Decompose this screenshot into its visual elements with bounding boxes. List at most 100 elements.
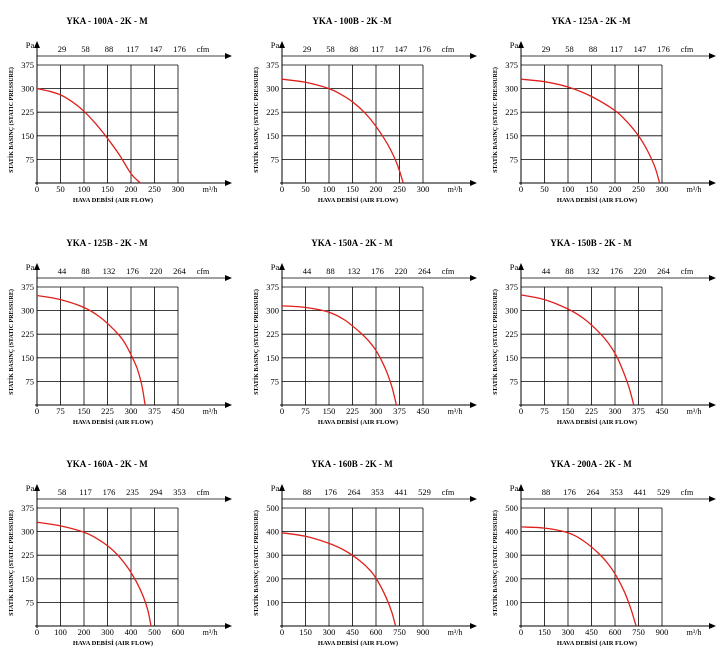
curve-point: [385, 368, 386, 369]
y-tick-label: 150: [266, 353, 279, 363]
x-tick-label: 250: [148, 184, 161, 194]
y-tick-label: 375: [266, 282, 279, 292]
y-tick-label: 225: [21, 329, 34, 339]
y-tick-label: 375: [505, 60, 518, 70]
curve-point: [107, 138, 108, 139]
y-unit-label: Pa: [271, 262, 280, 272]
x-tick-label: 450: [656, 406, 669, 416]
cfm-tick-label: 117: [610, 44, 622, 54]
performance-curve: [281, 532, 397, 627]
cfm-tick-label: 176: [418, 44, 431, 54]
x-tick-label: 225: [101, 406, 114, 416]
curve-point: [583, 540, 584, 541]
cfm-tick-label: 29: [303, 44, 312, 54]
cfm-tick-label: 235: [126, 487, 139, 497]
y-tick-label: 225: [21, 550, 34, 560]
x-tick-label: 0: [35, 406, 39, 416]
x-tick-label: 50: [56, 184, 65, 194]
x-tick-label: 400: [125, 627, 138, 637]
cfm-unit-label: cfm: [197, 267, 210, 276]
y-tick-label: 150: [21, 131, 34, 141]
cfm-tick-label: 220: [634, 266, 647, 276]
y-tick-label: 75: [271, 376, 280, 386]
cfm-tick-label: 264: [173, 266, 187, 276]
curve-point: [629, 387, 630, 388]
x-axis-arrow: [470, 180, 477, 186]
y-tick-label: 75: [26, 376, 35, 386]
cfm-tick-label: 441: [395, 487, 408, 497]
x-tick-label: 150: [585, 184, 598, 194]
curve-point: [387, 144, 388, 145]
x-tick-label: 450: [172, 406, 185, 416]
x-tick-label: 150: [299, 627, 312, 637]
x-tick-label: 375: [632, 406, 645, 416]
curve-point: [626, 121, 627, 122]
cfm-tick-label: 353: [173, 487, 186, 497]
cfm-tick-label: 58: [326, 44, 335, 54]
cfm-tick-label: 132: [103, 266, 116, 276]
y-tick-label: 225: [266, 329, 279, 339]
x-tick-label: 500: [148, 627, 161, 637]
y-axis-arrow: [34, 263, 40, 270]
x-axis-arrow: [225, 623, 232, 629]
x-axis-title: HAVA DEBİSİ (AIR FLOW): [73, 197, 153, 204]
cfm-tick-label: 88: [589, 44, 598, 54]
cfm-tick-label: 147: [634, 44, 647, 54]
cfm-tick-label: 441: [634, 487, 647, 497]
y-tick-label: 225: [266, 107, 279, 117]
x-axis-arrow: [709, 180, 716, 186]
x-unit-label: m³/h: [687, 628, 702, 637]
cfm-tick-label: 529: [418, 487, 431, 497]
curve-point: [95, 537, 96, 538]
cfm-tick-label: 29: [542, 44, 551, 54]
chart-title: YKA - 125A - 2K -M: [551, 16, 631, 26]
curve-point: [567, 532, 568, 533]
curve-point: [145, 404, 146, 405]
chart-title: YKA - 200A - 2K - M: [550, 459, 632, 469]
cfm-axis-arrow: [225, 53, 232, 59]
curve-point: [130, 173, 131, 174]
x-tick-label: 0: [280, 184, 284, 194]
y-axis-title: STATİK BASINÇ (STATIC PRESSURE): [8, 67, 15, 173]
x-axis-title: HAVA DEBİSİ (AIR FLOW): [318, 640, 398, 647]
curve-point: [391, 611, 392, 612]
x-tick-label: 75: [56, 406, 65, 416]
y-tick-label: 400: [266, 527, 279, 537]
curve-point: [119, 154, 120, 155]
y-tick-label: 500: [266, 503, 279, 513]
curve-point: [72, 101, 73, 102]
x-tick-label: 100: [562, 184, 575, 194]
grid: [282, 286, 424, 405]
y-axis-title: STATİK BASINÇ (STATIC PRESSURE): [8, 289, 15, 395]
grid: [282, 507, 424, 626]
curve-point: [123, 340, 124, 341]
grid: [282, 64, 424, 183]
cfm-tick-label: 132: [587, 266, 600, 276]
cfm-tick-label: 176: [126, 266, 139, 276]
y-axis-title: STATİK BASINÇ (STATIC PRESSURE): [253, 289, 260, 395]
curve-point: [83, 111, 84, 112]
curve-point: [616, 356, 617, 357]
x-tick-label: 300: [609, 406, 622, 416]
fan-chart-7: YKA - 160A - 2K - M Pa m³/h cfm 75 150 225 300 3…: [8, 459, 232, 647]
y-tick-label: 300: [505, 84, 518, 94]
cfm-unit-label: cfm: [442, 488, 455, 497]
cfm-tick-label: 176: [657, 44, 670, 54]
curve-point: [599, 332, 600, 333]
cfm-tick-label: 88: [105, 44, 114, 54]
x-tick-label: 0: [519, 406, 523, 416]
y-tick-label: 300: [21, 84, 34, 94]
curve-point: [614, 110, 615, 111]
y-axis-arrow: [279, 484, 285, 491]
cfm-unit-label: cfm: [197, 488, 210, 497]
y-tick-label: 200: [505, 574, 518, 584]
curve-point: [137, 368, 138, 369]
y-tick-label: 300: [266, 84, 279, 94]
x-tick-label: 300: [417, 184, 430, 194]
x-tick-label: 600: [370, 627, 383, 637]
x-tick-label: 300: [125, 406, 138, 416]
curve-point: [305, 82, 306, 83]
x-tick-label: 200: [370, 184, 383, 194]
cfm-axis-arrow: [709, 496, 716, 502]
